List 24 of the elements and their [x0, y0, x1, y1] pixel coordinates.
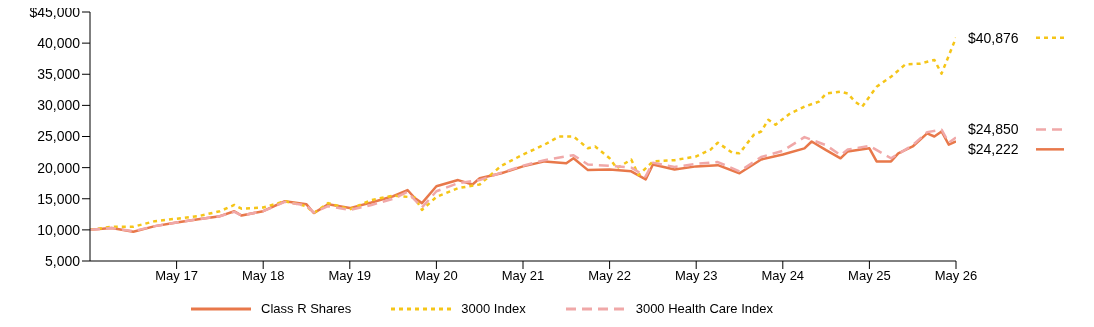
x-tick-label: May 18 [241, 268, 285, 284]
y-tick-label: 25,000 [37, 128, 81, 145]
data-label: $40,876 [968, 29, 1019, 46]
y-tick-label: 40,000 [37, 35, 81, 52]
x-tick-label: May 22 [588, 268, 631, 284]
y-tick-label: 15,000 [37, 190, 81, 207]
data-label: $24,222 [968, 141, 1019, 158]
data-label: $24,850 [968, 121, 1019, 138]
legend-label: Class R Shares [261, 301, 352, 316]
y-tick-label: 20,000 [37, 159, 81, 176]
legend-label: 3000 Health Care Index [635, 301, 773, 316]
y-tick-label: 30,000 [37, 97, 81, 114]
x-tick-label: May 24 [761, 268, 805, 284]
x-tick-label: May 19 [328, 268, 372, 284]
x-tick-label: May 21 [501, 268, 545, 284]
legend-label: 3000 Index [461, 301, 526, 316]
x-tick-label: May 23 [674, 268, 718, 284]
y-tick-label: 5,000 [44, 252, 81, 269]
y-tick-label: 10,000 [37, 221, 81, 238]
x-tick-label: May 20 [415, 268, 458, 284]
y-tick-label: 35,000 [37, 66, 81, 83]
x-tick-label: May 26 [934, 268, 978, 284]
x-tick-label: May 17 [155, 268, 198, 284]
x-tick-label: May 25 [848, 268, 891, 284]
